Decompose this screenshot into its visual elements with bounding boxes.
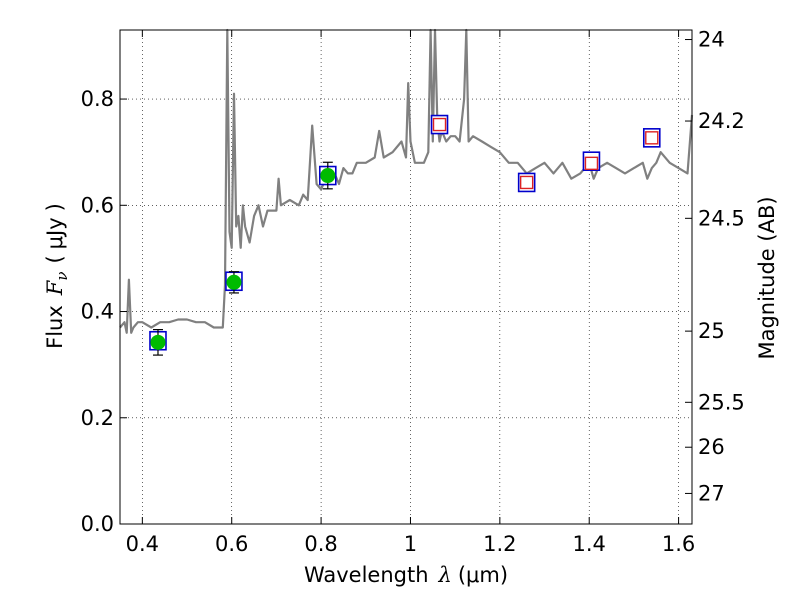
y-tick-label: 0.4	[81, 300, 114, 324]
observed-photometry-series	[150, 168, 336, 350]
y-tick-label: 0.0	[81, 512, 114, 536]
x-tick-label: 1	[404, 532, 417, 556]
upper-limit-square	[519, 175, 534, 190]
y2-tick-label: 24.5	[698, 206, 745, 230]
observed-point	[320, 168, 336, 184]
x-tick-label: 0.6	[215, 532, 248, 556]
spectrum-line	[119, 28, 694, 334]
upper-limit-square	[432, 117, 447, 132]
y2-tick-label: 24	[698, 28, 725, 52]
x-tick-label: 1.4	[573, 532, 606, 556]
y-tick-label: 0.2	[81, 406, 114, 430]
y2-tick-label: 25	[698, 319, 725, 343]
upper-limit-square	[584, 156, 599, 171]
y2-tick-label: 27	[698, 481, 725, 505]
x-tick-label: 0.4	[126, 532, 159, 556]
x-tick-label: 0.8	[304, 532, 337, 556]
x-tick-label: 1.2	[483, 532, 516, 556]
y-tick-label: 0.8	[81, 87, 114, 111]
observed-point	[226, 274, 242, 290]
y-tick-label: 0.6	[81, 193, 114, 217]
y2-tick-label: 25.5	[698, 390, 745, 414]
y2-axis-ticks: 24 24.2 24.5 25 25.5 26 27	[685, 28, 745, 505]
upper-limit-square	[645, 131, 659, 145]
y-axis-ticks: 0.0 0.2 0.4 0.6 0.8	[81, 87, 127, 536]
upper-limit-series	[432, 117, 659, 190]
plot-frame	[119, 29, 693, 525]
y2-axis-label: Magnitude (AB)	[755, 196, 779, 359]
x-tick-label: 1.6	[662, 532, 695, 556]
spectrum-series	[119, 28, 694, 334]
observed-point	[150, 334, 166, 350]
y2-tick-label: 26	[698, 435, 725, 459]
x-axis-label: Wavelength λ (μm)	[304, 563, 508, 587]
y2-tick-label: 24.2	[698, 109, 745, 133]
errorbar-series	[152, 161, 333, 356]
y-axis-label: FluxFν(μJy)	[43, 203, 71, 349]
grid-lines	[120, 30, 692, 525]
x-axis-ticks: 0.4 0.6 0.8 1 1.2 1.4 1.6	[126, 30, 695, 556]
